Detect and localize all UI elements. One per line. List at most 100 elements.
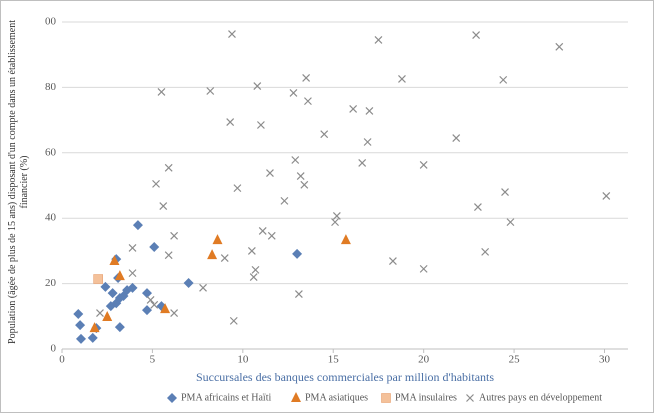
point <box>304 97 312 106</box>
point <box>152 179 160 188</box>
y-axis-label: Population (âgée de plus de 15 ans) disp… <box>7 20 30 344</box>
point <box>107 288 118 299</box>
point <box>149 241 160 252</box>
point <box>289 89 298 97</box>
point <box>501 188 509 196</box>
point <box>472 31 481 40</box>
point <box>266 169 274 177</box>
point <box>358 159 367 167</box>
legend-marker <box>466 394 474 402</box>
y-tick-label: 40 <box>45 212 57 224</box>
point <box>388 257 397 265</box>
point <box>109 255 120 266</box>
point <box>206 87 215 95</box>
point <box>506 218 515 227</box>
point <box>296 172 305 180</box>
point <box>229 316 238 325</box>
point <box>555 42 564 51</box>
point <box>292 248 303 259</box>
point <box>114 270 125 281</box>
legend-label: PMA asiatiques <box>305 392 368 403</box>
point <box>127 282 138 293</box>
y-tick-label: 60 <box>45 146 57 158</box>
point <box>499 75 508 84</box>
x-tick-label: 5 <box>150 354 156 366</box>
legend-label: PMA africains et Haïti <box>181 392 271 403</box>
point <box>128 269 137 278</box>
point <box>291 156 300 164</box>
point <box>228 30 236 39</box>
point <box>128 244 137 252</box>
point <box>267 231 276 240</box>
point <box>170 231 179 240</box>
legend-marker <box>167 393 177 403</box>
point <box>199 283 207 292</box>
x-axis-label: Succursales des banques commerciales par… <box>196 370 494 384</box>
y-tick-label: 20 <box>45 277 57 289</box>
legend-marker <box>291 392 301 402</box>
point <box>132 220 143 231</box>
point <box>320 130 329 139</box>
y-tick-label: 80 <box>45 81 57 93</box>
point <box>452 134 461 143</box>
x-tick-label: 25 <box>509 354 521 366</box>
point <box>96 309 104 317</box>
legend-label: Autres pays en développement <box>479 392 602 403</box>
point <box>256 121 265 129</box>
point <box>220 254 229 263</box>
point <box>212 234 223 245</box>
point <box>398 74 406 83</box>
point <box>164 163 173 172</box>
point <box>100 281 111 292</box>
point <box>160 303 171 314</box>
x-tick-label: 0 <box>59 354 65 366</box>
point <box>226 118 235 126</box>
x-tick-label: 20 <box>418 354 430 366</box>
point <box>114 322 125 333</box>
point <box>365 107 374 115</box>
point <box>75 320 86 331</box>
point <box>340 234 351 245</box>
point <box>331 218 339 227</box>
legend-label: PMA insulaires <box>395 392 457 403</box>
point <box>247 246 256 255</box>
point <box>75 333 86 344</box>
point <box>473 203 482 212</box>
point <box>150 300 159 309</box>
point <box>302 73 311 82</box>
point <box>481 247 490 256</box>
point <box>249 273 258 281</box>
x-tick-label: 15 <box>328 354 340 366</box>
point <box>374 36 383 44</box>
point <box>349 105 358 113</box>
point <box>157 88 166 96</box>
point <box>87 332 98 343</box>
point <box>300 180 309 189</box>
point <box>183 277 194 288</box>
point <box>141 288 152 299</box>
x-tick-label: 30 <box>599 354 611 366</box>
point <box>207 249 218 260</box>
point <box>332 211 341 220</box>
point <box>280 196 289 205</box>
point <box>102 310 113 321</box>
point <box>164 251 173 260</box>
x-tick-label: 10 <box>237 354 249 366</box>
point <box>419 160 428 169</box>
point <box>89 322 100 333</box>
point <box>258 227 267 235</box>
point <box>73 309 84 320</box>
point <box>253 82 262 91</box>
point <box>602 192 611 200</box>
point <box>251 265 260 274</box>
point <box>146 296 155 304</box>
point <box>419 264 428 273</box>
point <box>159 202 168 211</box>
legend-marker <box>381 393 391 403</box>
point <box>93 274 103 284</box>
point <box>233 184 242 193</box>
point <box>294 290 303 298</box>
